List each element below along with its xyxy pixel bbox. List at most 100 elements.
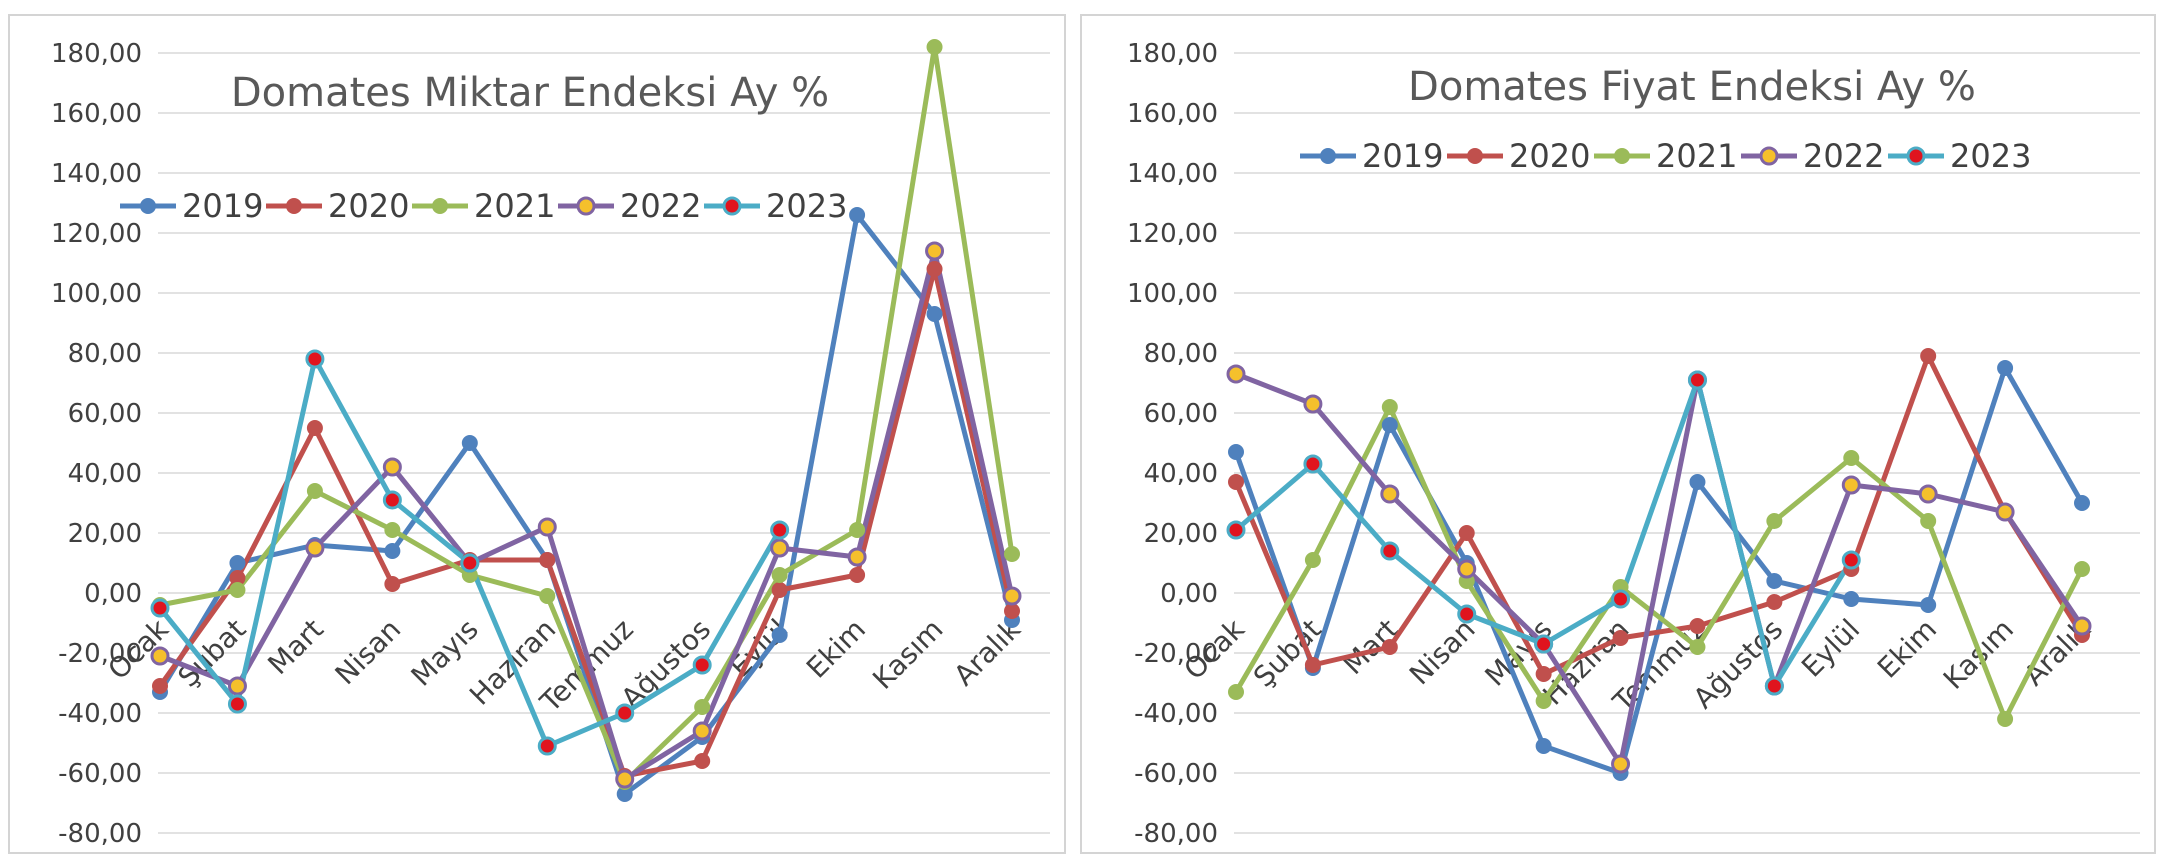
y-tick-label: -80,00	[58, 819, 142, 849]
data-point	[1303, 394, 1323, 414]
data-point	[1004, 546, 1020, 562]
y-tick-label: 120,00	[1127, 219, 1218, 249]
data-point	[229, 582, 246, 598]
data-point	[1611, 754, 1631, 774]
data-point	[694, 753, 711, 769]
y-tick-label: 60,00	[1144, 399, 1218, 429]
y-tick-label: 40,00	[1144, 459, 1218, 489]
data-point	[1843, 450, 1860, 466]
data-point	[1841, 475, 1861, 495]
chart-fiyat: 180,00 160,00 140,00 120,00 100,00 80,00 60,00…	[1127, 39, 2140, 849]
data-point	[1380, 541, 1400, 561]
x-tick-label: Ekim	[800, 613, 872, 685]
data-point	[305, 538, 325, 558]
data-point	[770, 520, 790, 540]
y-tick-label: 140,00	[51, 159, 142, 189]
series-line-2019	[157, 212, 1015, 797]
data-point	[1689, 474, 1706, 490]
data-point	[1997, 711, 2014, 727]
data-point	[849, 207, 866, 223]
data-point	[384, 522, 401, 538]
data-point	[925, 241, 945, 261]
series-line-2019	[1233, 365, 2085, 776]
data-point	[926, 39, 943, 55]
data-point	[229, 555, 246, 571]
data-point	[771, 582, 788, 598]
y-tick-label: -20,00	[1134, 639, 1218, 669]
data-point	[537, 517, 557, 537]
legend-label: 2022	[620, 187, 701, 225]
data-point	[1226, 364, 1246, 384]
y-tick-label: 120,00	[51, 219, 142, 249]
chart-title: Domates Fiyat Endeksi Ay %	[1408, 64, 1976, 110]
legend-label: 2022	[1803, 137, 1884, 175]
data-point	[1380, 484, 1400, 504]
data-point	[1689, 639, 1706, 655]
data-point	[849, 522, 866, 538]
y-tick-label: 20,00	[1144, 519, 1218, 549]
y-tick-label: -80,00	[1134, 819, 1218, 849]
data-point	[1381, 417, 1398, 433]
legend-marker	[1906, 146, 1926, 166]
data-point	[1535, 666, 1552, 682]
y-tick-label: 40,00	[68, 459, 142, 489]
data-point	[1766, 513, 1783, 529]
data-point	[1457, 604, 1477, 624]
legend-marker	[432, 198, 448, 214]
legend-label: 2023	[1950, 137, 2031, 175]
y-tick-label: 180,00	[1127, 39, 1218, 69]
chart-miktar: 180,00 160,00 140,00 120,00 100,00 80,00 60,00…	[51, 39, 1050, 849]
data-point	[1228, 474, 1244, 490]
legend-label: 2021	[1656, 137, 1737, 175]
chart-panel-fiyat: 180,00 160,00 140,00 120,00 100,00 80,00 60,00…	[1080, 14, 2156, 854]
data-point	[1841, 550, 1861, 570]
legend-marker	[286, 198, 302, 214]
y-tick-label: 20,00	[68, 519, 142, 549]
data-point	[1226, 520, 1246, 540]
x-tick-label: Nisan	[1403, 613, 1482, 692]
data-point	[847, 547, 867, 567]
y-tick-label: 60,00	[68, 399, 142, 429]
y-tick-label: 0,00	[1160, 579, 1218, 609]
data-point	[1687, 370, 1707, 390]
data-point	[150, 598, 170, 618]
data-point	[1228, 684, 1244, 700]
y-tick-label: 0,00	[84, 579, 142, 609]
data-point	[1381, 639, 1398, 655]
data-point	[1995, 502, 2015, 522]
data-point	[615, 769, 635, 789]
x-tick-label: Nisan	[329, 613, 408, 692]
legend-label: 2023	[766, 187, 847, 225]
data-point	[926, 306, 943, 322]
data-point	[152, 678, 168, 694]
legend-label: 2021	[474, 187, 555, 225]
y-tick-label: -20,00	[58, 639, 142, 669]
legend-marker	[1614, 148, 1630, 164]
data-point	[1457, 559, 1477, 579]
data-point	[1920, 513, 1937, 529]
data-point	[1535, 738, 1552, 754]
data-point	[692, 721, 712, 741]
data-point	[1918, 484, 1938, 504]
data-point	[849, 567, 866, 583]
y-tick-label: 140,00	[1127, 159, 1218, 189]
legend-label: 2020	[328, 187, 409, 225]
data-point	[229, 570, 246, 586]
y-tick-label: 80,00	[68, 339, 142, 369]
series-line-2022	[159, 248, 1015, 782]
y-tick-label: -40,00	[58, 699, 142, 729]
data-point	[771, 567, 788, 583]
x-tick-label: Eylül	[1795, 613, 1866, 684]
data-point	[1458, 525, 1475, 541]
data-point	[1920, 348, 1937, 364]
legend-label: 2020	[1509, 137, 1590, 175]
legend-marker	[1759, 146, 1779, 166]
y-tick-label: -40,00	[1134, 699, 1218, 729]
data-point	[1304, 552, 1321, 568]
data-point	[1843, 591, 1860, 607]
y-tick-label: -60,00	[1134, 759, 1218, 789]
data-point	[2074, 495, 2090, 511]
data-point	[306, 483, 323, 499]
data-point	[1381, 399, 1398, 415]
data-point	[539, 552, 556, 568]
